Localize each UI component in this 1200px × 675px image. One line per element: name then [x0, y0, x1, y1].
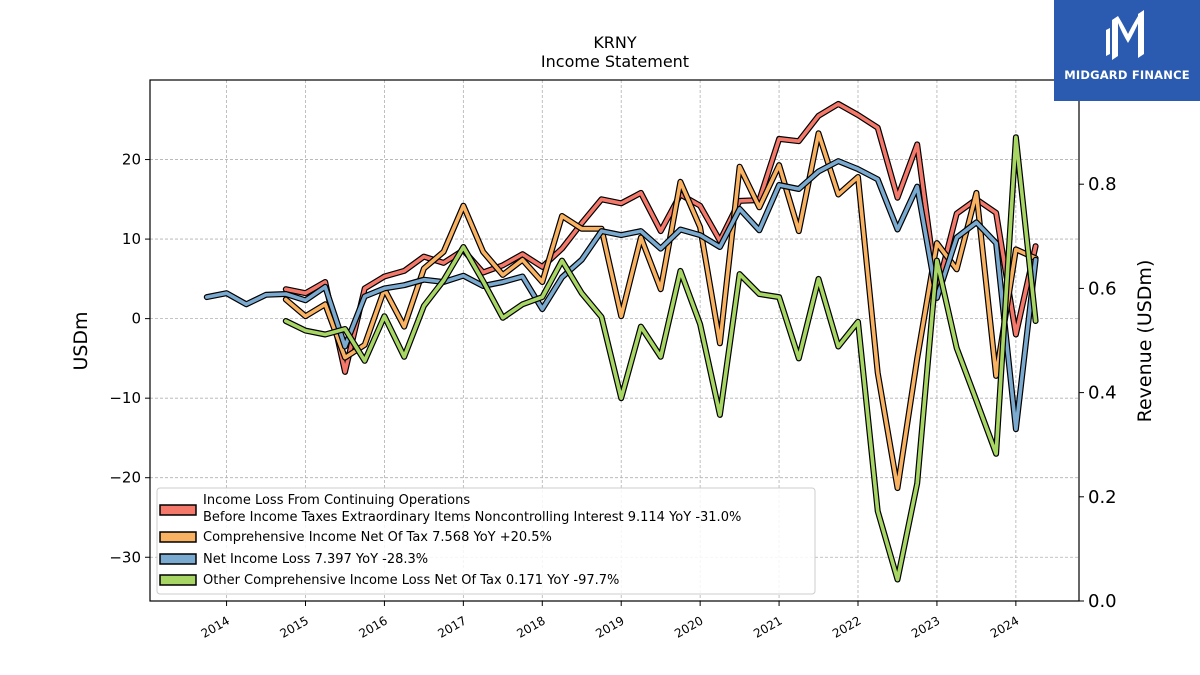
chart-title: KRNY — [593, 33, 637, 52]
y-tick-label: 20 — [122, 151, 141, 169]
series-line-2 — [205, 159, 1038, 432]
legend-label-1: Comprehensive Income Net Of Tax 7.568 Yo… — [203, 530, 552, 545]
legend-swatch-3 — [159, 574, 197, 586]
y-right-tick-label: 0.8 — [1088, 174, 1117, 195]
x-tick-label: 2022 — [830, 613, 863, 640]
brand-logo: MIDGARD FINANCE — [1054, 0, 1200, 101]
y-axis-right-label: Revenue (USDm) — [1134, 260, 1156, 423]
right-axis: 0.0 0.2 0.4 0.6 0.8 — [1079, 174, 1117, 612]
plot-frame — [149, 79, 1080, 602]
left-axis: −30 −20 −10 0 10 20 — [109, 151, 150, 566]
series-line-3 — [283, 135, 1038, 582]
x-tick-label: 2016 — [356, 613, 389, 640]
x-tick-label: 2015 — [278, 613, 311, 640]
legend-swatch-1 — [159, 531, 197, 543]
chart-subtitle: Income Statement — [541, 52, 689, 71]
brand-name: MIDGARD FINANCE — [1064, 68, 1190, 82]
y-right-tick-label: 0.0 — [1088, 591, 1117, 612]
y-tick-label: 0 — [131, 310, 141, 328]
x-tick-label: 2019 — [593, 613, 626, 640]
x-tick-label: 2024 — [988, 613, 1021, 640]
x-axis: 2014 2015 2016 2017 2018 2019 2020 2021 2022 2023… — [199, 601, 1021, 641]
series-line-1 — [283, 131, 1038, 490]
y-tick-label: 10 — [122, 230, 141, 248]
legend-box — [156, 487, 816, 595]
y-right-tick-label: 0.6 — [1088, 278, 1117, 299]
x-tick-label: 2018 — [514, 613, 547, 640]
series-layer — [203, 100, 1039, 583]
y-right-tick-label: 0.4 — [1088, 383, 1117, 404]
x-tick-label: 2017 — [435, 613, 468, 640]
legend-swatch-2 — [159, 553, 197, 565]
legend-swatch-0 — [159, 504, 197, 516]
y-tick-label: −20 — [109, 469, 141, 487]
x-tick-label: 2023 — [909, 613, 942, 640]
legend-label-3: Other Comprehensive Income Loss Net Of T… — [203, 573, 619, 588]
brand-logo-icon — [1106, 10, 1144, 60]
legend-label-0: Income Loss From Continuing Operations Be… — [203, 493, 741, 525]
x-tick-label: 2020 — [672, 613, 705, 640]
x-tick-label: 2021 — [751, 613, 784, 640]
series-line-0 — [283, 102, 1038, 374]
legend-label-2: Net Income Loss 7.397 YoY -28.3% — [203, 552, 428, 567]
x-tick-label: 2014 — [199, 613, 232, 640]
y-tick-label: −10 — [109, 389, 141, 407]
y-tick-label: −30 — [109, 548, 141, 566]
y-axis-label: USDm — [70, 311, 92, 370]
legend: Income Loss From Continuing Operations Be… — [156, 487, 816, 595]
y-right-tick-label: 0.2 — [1088, 487, 1117, 508]
